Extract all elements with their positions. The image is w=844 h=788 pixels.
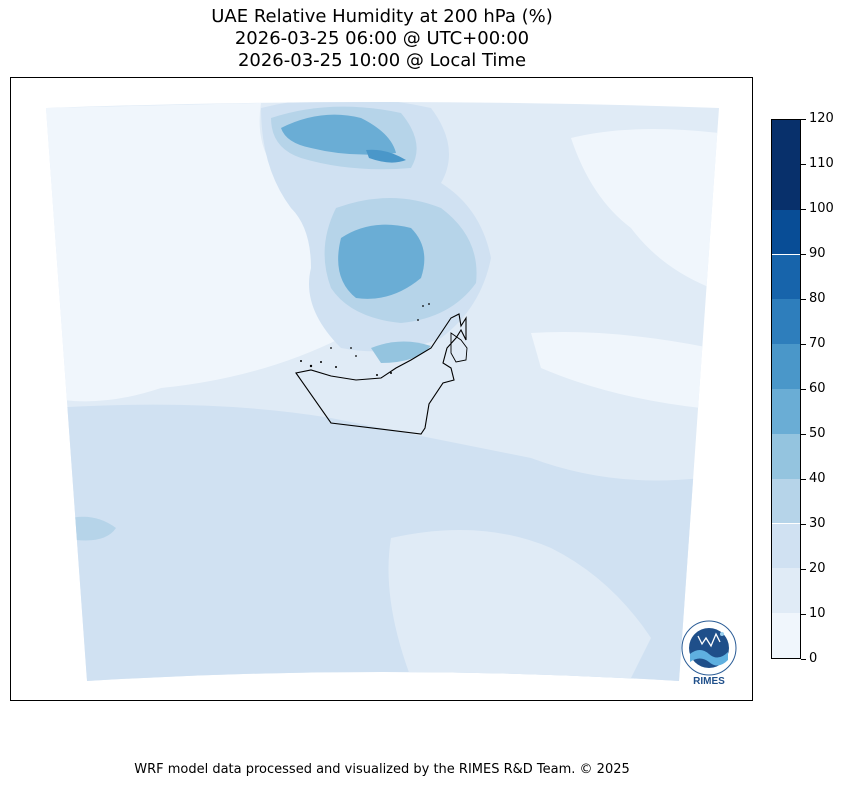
colorbar-tick bbox=[801, 524, 806, 525]
colorbar bbox=[771, 119, 801, 659]
colorbar-tick-label: 50 bbox=[809, 426, 826, 441]
title-line-2: 2026-03-25 06:00 @ UTC+00:00 bbox=[234, 28, 530, 49]
title-line-1: UAE Relative Humidity at 200 hPa (%) bbox=[211, 6, 553, 27]
title-line-3: 2026-03-25 10:00 @ Local Time bbox=[237, 50, 527, 71]
colorbar-tick-label: 10 bbox=[809, 606, 826, 621]
colorbar-tick bbox=[801, 614, 806, 615]
colorbar-segment bbox=[772, 478, 800, 524]
colorbar-tick bbox=[801, 119, 806, 120]
colorbar-tick-label: 20 bbox=[809, 561, 826, 576]
map-panel bbox=[10, 77, 753, 701]
map-title: UAE Relative Humidity at 200 hPa (%) 202… bbox=[10, 6, 754, 72]
colorbar-segment bbox=[772, 120, 800, 165]
colorbar-tick bbox=[801, 344, 806, 345]
oman-border-detail bbox=[450, 332, 468, 363]
colorbar-tick bbox=[801, 299, 806, 300]
colorbar-segment bbox=[772, 254, 800, 300]
colorbar-segment bbox=[772, 613, 800, 658]
humidity-region-south-east-light bbox=[388, 530, 651, 678]
rimes-emblem-icon bbox=[681, 620, 737, 676]
humidity-map bbox=[46, 102, 719, 681]
humidity-core-north bbox=[281, 114, 396, 155]
colorbar-tick bbox=[801, 164, 806, 165]
humidity-patch-coast bbox=[371, 341, 431, 363]
colorbar-segment bbox=[772, 389, 800, 434]
humidity-patch-southwest bbox=[71, 516, 116, 541]
humidity-core-center bbox=[338, 224, 425, 299]
colorbar-tick-label: 30 bbox=[809, 516, 826, 531]
colorbar-tick-label: 110 bbox=[809, 156, 834, 171]
colorbar-segment bbox=[772, 209, 800, 255]
colorbar-segment bbox=[772, 344, 800, 389]
colorbar-tick bbox=[801, 389, 806, 390]
colorbar-tick-label: 80 bbox=[809, 291, 826, 306]
colorbar-tick bbox=[801, 209, 806, 210]
uae-border bbox=[295, 313, 467, 435]
humidity-region-low-east-2 bbox=[531, 332, 711, 408]
humidity-region-low-west bbox=[46, 103, 341, 402]
colorbar-tick bbox=[801, 434, 806, 435]
colorbar-tick-label: 120 bbox=[809, 111, 834, 126]
rimes-logo: RIMES bbox=[678, 620, 740, 690]
colorbar-tick-label: 90 bbox=[809, 246, 826, 261]
colorbar-tick bbox=[801, 569, 806, 570]
colorbar-tick-label: 40 bbox=[809, 471, 826, 486]
coastal-islands bbox=[300, 303, 430, 376]
logo-label: RIMES bbox=[693, 676, 725, 687]
humidity-core-north-dark bbox=[366, 149, 406, 163]
colorbar-segment bbox=[772, 299, 800, 345]
colorbar-tick bbox=[801, 659, 806, 660]
colorbar-segment bbox=[772, 523, 800, 569]
humidity-region-low-east bbox=[571, 129, 719, 288]
colorbar-segment bbox=[772, 568, 800, 614]
colorbar-tick bbox=[801, 254, 806, 255]
colorbar-tick-label: 0 bbox=[809, 651, 818, 666]
colorbar-segment bbox=[772, 433, 800, 479]
colorbar-tick-label: 100 bbox=[809, 201, 834, 216]
colorbar-tick-label: 70 bbox=[809, 336, 826, 351]
colorbar-segment bbox=[772, 164, 800, 210]
colorbar-tick bbox=[801, 479, 806, 480]
credit-text: WRF model data processed and visualized … bbox=[134, 762, 630, 777]
colorbar-tick-label: 60 bbox=[809, 381, 826, 396]
